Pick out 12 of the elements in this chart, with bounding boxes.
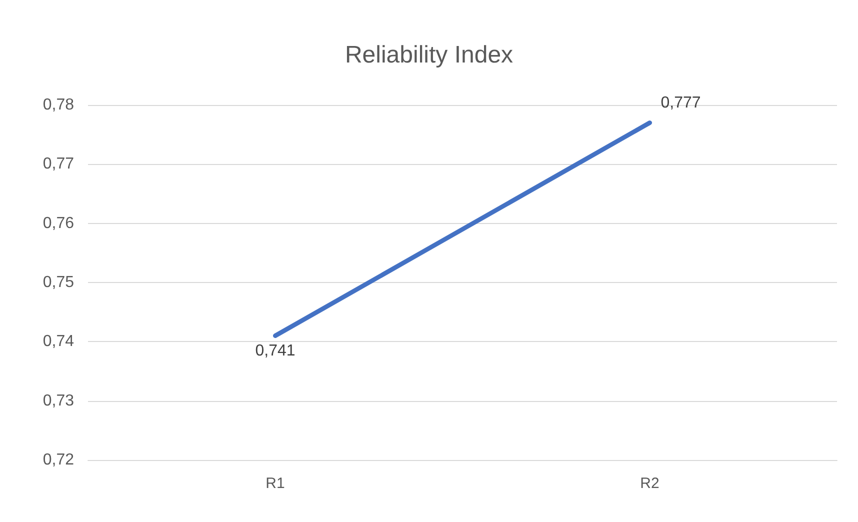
y-tick-label: 0,73 [42, 392, 74, 410]
y-tick-label: 0,75 [42, 274, 74, 291]
y-tick-label: 0,76 [42, 214, 74, 232]
y-tick-label: 0,77 [42, 156, 74, 173]
y-tick-label: 0,72 [42, 452, 74, 468]
y-tick-label: 0,78 [42, 96, 74, 114]
data-label: 0,777 [660, 94, 701, 112]
x-tick-label: R1 [266, 475, 285, 492]
y-tick-label: 0,74 [42, 333, 74, 350]
x-tick-label: R2 [640, 475, 660, 492]
data-label: 0,741 [255, 342, 296, 360]
chart-title: Reliability Index [344, 42, 514, 68]
